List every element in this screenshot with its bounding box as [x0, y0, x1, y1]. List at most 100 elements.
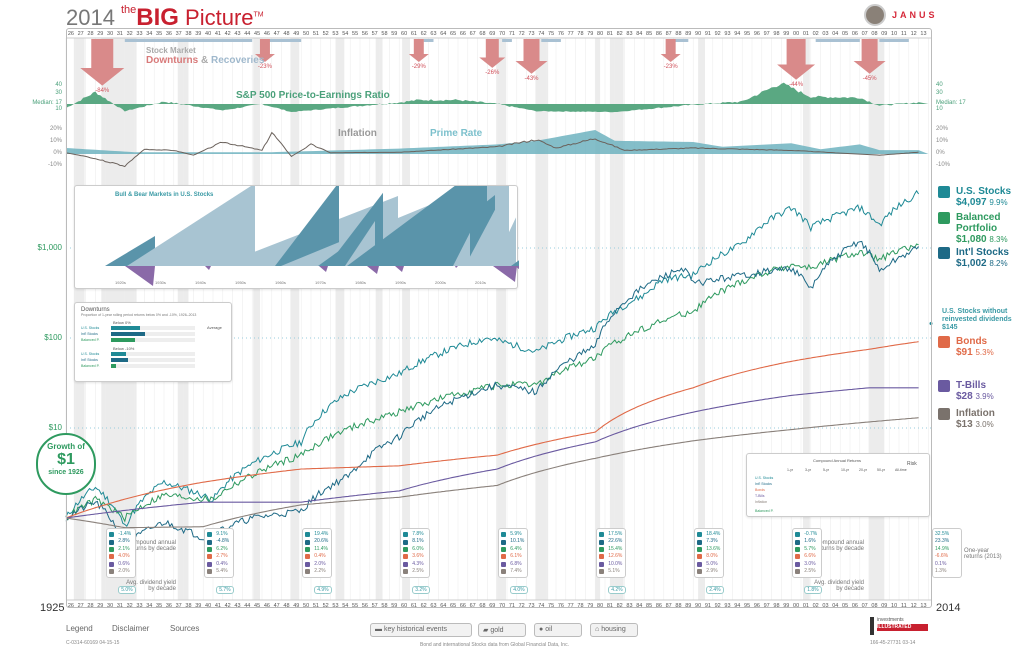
decade-return: 6.0%	[412, 545, 424, 552]
year-label-top: 13	[920, 31, 927, 37]
asset-icon	[403, 561, 409, 567]
legend-item[interactable]: Int'l Stocks $1,002 8.2%	[938, 247, 1009, 269]
dividend-yield: 1.8%	[804, 586, 822, 594]
year-label-bottom: 36	[165, 603, 172, 609]
pe-ratio-area	[66, 82, 929, 113]
year-label-top: 52	[322, 31, 329, 37]
sources-link[interactable]: Sources	[170, 624, 200, 633]
oil-button[interactable]: ● oil	[534, 623, 582, 637]
recovery-bar	[879, 39, 909, 42]
downturn-arrow	[254, 39, 275, 62]
returns-col-header: 5-yr	[823, 468, 830, 472]
decade-return: 2.2%	[314, 568, 326, 575]
downturns-inset[interactable]: Downturns Proportion of 1-year rolling p…	[74, 302, 232, 382]
housing-label: housing	[601, 626, 626, 633]
year-label-bottom: 83	[626, 603, 633, 609]
year-label-top: 27	[77, 31, 84, 37]
ii-line1: investments	[877, 617, 904, 623]
year-label-top: 56	[361, 31, 368, 37]
bull-bear-decade-label: 1980s	[355, 280, 366, 285]
asset-icon	[501, 539, 507, 545]
year-label-top: 49	[293, 31, 300, 37]
downturn-arrow	[515, 39, 548, 74]
disclaimer-link[interactable]: Disclaimer	[112, 624, 150, 633]
asset-icon	[501, 547, 507, 553]
asset-icon	[599, 561, 605, 567]
recession-band	[698, 38, 705, 600]
investments-illustrated-logo[interactable]: investments ILLUSTRATED	[870, 617, 928, 635]
bear-market-area	[367, 266, 379, 274]
janus-logo[interactable]: JANUS	[864, 4, 938, 26]
bull-bear-decade-label: 1960s	[275, 280, 286, 285]
asset-icon	[697, 547, 703, 553]
downturn-arrow	[408, 39, 429, 62]
rate-axis-label: -10%	[47, 162, 62, 168]
downturn-row-label: U.S. Stocks	[81, 326, 100, 330]
year-label-top: 68	[479, 31, 486, 37]
decade-return: 17.5%	[608, 531, 623, 537]
year-label-top: 09	[881, 31, 888, 37]
legend-item[interactable]: Bonds $91 5.3%	[938, 336, 994, 358]
asset-icon	[305, 539, 311, 545]
returns-col-header: 50-yr	[877, 468, 885, 472]
downturn-pct: -23%	[257, 64, 272, 70]
asset-icon	[599, 532, 605, 538]
year-label-bottom: 97	[763, 603, 770, 609]
one-year-return: -6.6%	[935, 553, 949, 560]
year-label-bottom: 35	[156, 603, 163, 609]
downturn-threshold-label: Below 0%	[113, 320, 131, 325]
oil-drop-icon: ●	[539, 626, 546, 633]
key-events-button[interactable]: ▬ key historical events	[370, 623, 472, 637]
year-label-top: 80	[597, 31, 604, 37]
title-big: BIG	[136, 4, 179, 31]
year-label-bottom: 03	[822, 603, 829, 609]
year-label-bottom: 75	[548, 603, 555, 609]
decade-return: 10.0%	[608, 560, 623, 567]
asset-icon	[207, 547, 213, 553]
dividend-yield: 4.9%	[314, 586, 332, 594]
legend-item[interactable]: Inflation $13 3.0%	[938, 408, 995, 430]
year-label-bottom: 70	[499, 603, 506, 609]
year-label-top: 34	[146, 31, 153, 37]
gold-button[interactable]: ▰ gold	[478, 623, 526, 637]
year-label-bottom: 66	[459, 603, 466, 609]
year-label-top: 75	[548, 31, 555, 37]
decade-return: 13.6%	[706, 545, 721, 552]
year-label-top: 70	[499, 31, 506, 37]
recovery-bar	[124, 39, 253, 42]
year-label-top: 87	[665, 31, 672, 37]
asset-icon	[599, 539, 605, 545]
legend-link[interactable]: Legend	[66, 624, 93, 633]
downturn-row-label: Int'l Stocks	[81, 332, 98, 336]
returns-table[interactable]: Compound Annual Returns Risk 1-yr 3-yr 5-y…	[746, 453, 930, 517]
legend-item[interactable]: T-Bills $28 3.9%	[938, 380, 994, 402]
downturns-word: Downturns	[146, 55, 199, 66]
decade-returns-box: 19.4% 20.6% 11.4% 0.4% 2.0% 2.2%	[302, 528, 333, 579]
series-line-inflation	[65, 417, 919, 529]
year-label-top: 78	[577, 31, 584, 37]
bull-bear-inset[interactable]: Bull & Bear Markets in U.S. Stocks 1920s…	[74, 185, 519, 289]
decade-return: 5.0%	[706, 560, 718, 567]
dividend-yield: 5.7%	[216, 586, 234, 594]
year-label-top: 61	[410, 31, 417, 37]
decade-return: 4.0%	[118, 553, 130, 560]
pe-axis-label-right: 10	[936, 105, 943, 112]
year-label-top: 91	[704, 31, 711, 37]
asset-icon	[207, 554, 213, 560]
year-label-top: 95	[744, 31, 751, 37]
legend-item[interactable]: Balanced Portfolio $1,080 8.3%	[938, 212, 1024, 245]
year-label-top: 31	[116, 31, 123, 37]
year-label-top: 92	[714, 31, 721, 37]
recession-band	[535, 38, 549, 600]
decade-return: 0.4%	[216, 560, 228, 567]
bull-market-area	[465, 191, 505, 266]
year-label-top: 97	[763, 31, 770, 37]
legend-item[interactable]: U.S. Stocks $4,097 9.9%	[938, 186, 1011, 208]
year-label-top: 83	[626, 31, 633, 37]
housing-button[interactable]: ⌂ housing	[590, 623, 638, 637]
legend-name: Int'l Stocks	[956, 247, 1009, 258]
downturn-pct: -84%	[95, 87, 110, 94]
year-label-top: 37	[175, 31, 182, 37]
year-label-bottom: 05	[842, 603, 849, 609]
pe-axis-label: 40	[55, 81, 62, 88]
